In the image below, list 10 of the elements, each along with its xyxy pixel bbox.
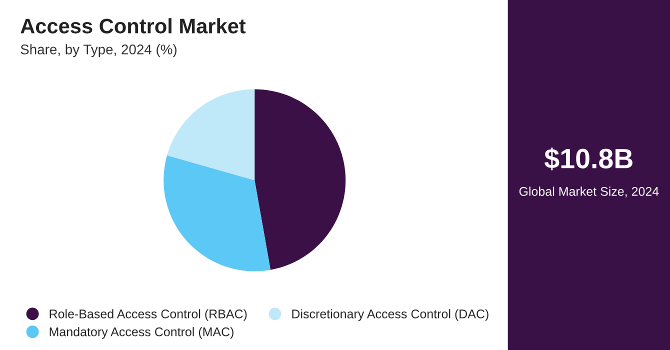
pie-slice [254,89,346,270]
text: Global Market Size, 2024 [519,186,659,198]
chart-subtitle: Share, by Type, 2024 (%) [20,44,176,58]
pie-slice [164,155,271,272]
legend-label: Role-Based Access Control (RBAC) [50,309,247,321]
pie-slice [167,89,255,180]
legend-label: Mandatory Access Control (MAC) [50,327,234,339]
chart-title: Access Control Market [20,18,246,34]
text: $10.8B [544,148,632,170]
legend-label: Discretionary Access Control (DAC) [292,309,488,321]
